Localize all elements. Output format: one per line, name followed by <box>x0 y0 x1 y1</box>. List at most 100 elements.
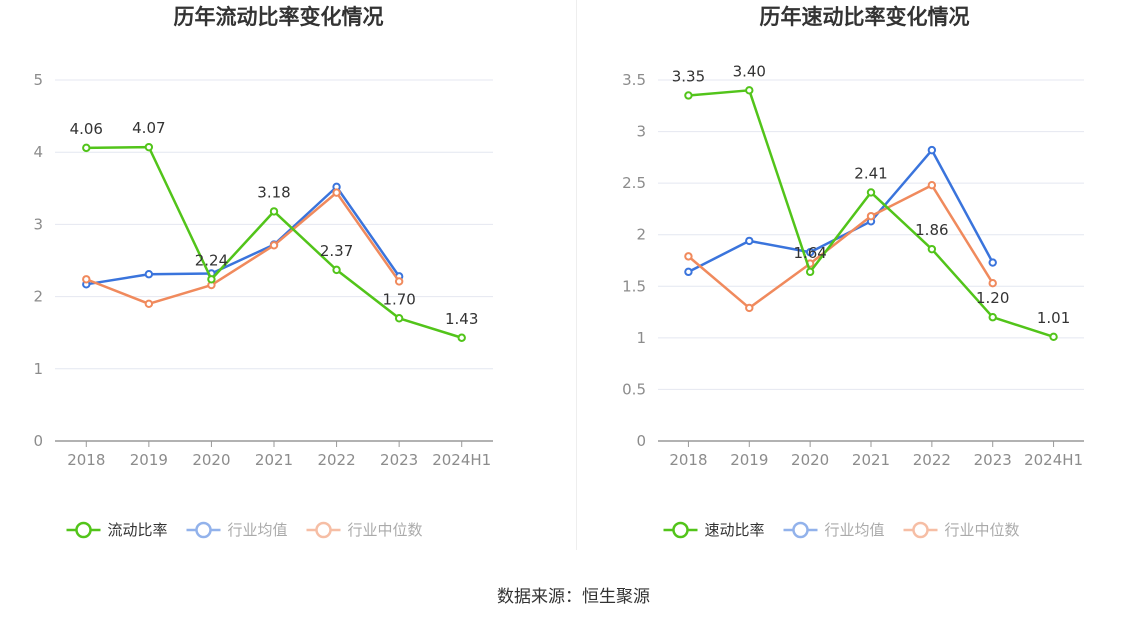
data-label: 1.70 <box>382 290 415 308</box>
data-point-2 <box>394 277 404 286</box>
data-label: 2.24 <box>195 251 228 269</box>
data-label: 4.07 <box>132 119 165 137</box>
x-tick-label: 2023 <box>380 451 418 469</box>
data-point-0 <box>394 314 404 323</box>
data-point-0 <box>269 207 279 216</box>
data-point-2 <box>684 252 693 261</box>
series-line-1 <box>687 148 994 273</box>
legend-label: 速动比率 <box>705 521 765 539</box>
data-point-1 <box>927 145 937 155</box>
y-tick-label: 0 <box>636 432 646 450</box>
y-tick-label: 1 <box>33 360 43 378</box>
chart-title: 历年流动比率变化情况 <box>174 5 384 29</box>
x-tick-label: 2024H1 <box>1024 451 1083 469</box>
data-point-2 <box>82 275 91 284</box>
data-point-0 <box>1049 332 1058 342</box>
data-point-2 <box>332 188 341 197</box>
y-tick-label: 1 <box>636 329 646 347</box>
chart-title: 历年速动比率变化情况 <box>760 5 970 29</box>
data-point-2 <box>927 181 937 190</box>
x-tick-label: 2018 <box>669 451 707 469</box>
data-label: 4.06 <box>70 120 103 138</box>
y-tick-label: 3.5 <box>622 71 646 89</box>
data-point-0 <box>866 188 876 197</box>
data-label: 2.41 <box>854 164 887 182</box>
y-tick-label: 3 <box>33 215 43 233</box>
data-point-0 <box>207 275 216 284</box>
y-tick-label: 3 <box>636 123 646 141</box>
legend-swatch-marker <box>195 521 212 539</box>
data-point-2 <box>988 278 997 288</box>
y-tick-label: 2 <box>33 288 43 306</box>
x-tick-label: 2022 <box>317 451 355 469</box>
x-tick-label: 2018 <box>67 451 105 469</box>
legend-label: 行业中位数 <box>945 521 1020 539</box>
source-note: 数据来源：恒生聚源 <box>497 587 650 607</box>
legend-item-2[interactable]: 行业中位数 <box>306 521 423 539</box>
data-label: 3.18 <box>257 183 290 201</box>
legend-item-2[interactable]: 行业中位数 <box>903 521 1020 539</box>
data-point-2 <box>866 211 876 221</box>
legend-label: 行业均值 <box>228 521 288 539</box>
legend-item-1[interactable]: 行业均值 <box>783 521 885 539</box>
data-point-1 <box>684 267 693 277</box>
x-tick-label: 2024H1 <box>432 451 491 469</box>
data-label: 1.43 <box>445 310 478 328</box>
series-line-1 <box>86 185 401 286</box>
x-tick-label: 2021 <box>852 451 890 469</box>
legend-swatch-marker <box>672 521 689 539</box>
y-tick-label: 5 <box>33 71 43 89</box>
data-point-0 <box>457 333 466 342</box>
data-label: 1.86 <box>915 221 948 239</box>
data-point-0 <box>332 265 341 275</box>
data-point-0 <box>82 143 91 153</box>
legend-swatch-marker <box>75 521 92 539</box>
data-point-0 <box>988 313 997 322</box>
data-point-2 <box>269 241 279 250</box>
data-label: 2.37 <box>320 242 353 260</box>
legend-label: 行业均值 <box>825 521 885 539</box>
data-point-0 <box>805 267 815 277</box>
chart-panel-quick-ratio: 历年速动比率变化情况 0 0.5 1 1.5 2 2.5 3 3.5 2018 2019 2020 20… <box>574 0 1147 560</box>
legend-item-0[interactable]: 流动比率 <box>66 521 168 539</box>
data-label: 3.35 <box>672 67 705 85</box>
data-point-1 <box>805 248 815 257</box>
data-point-1 <box>144 270 154 279</box>
data-point-0 <box>927 244 937 254</box>
chart-svg: 历年速动比率变化情况 0 0.5 1 1.5 2 2.5 3 3.5 2018 2019 2020 20… <box>622 5 1084 539</box>
chart-panel-current-ratio: 历年流动比率变化情况 0 1 2 3 4 5 2018 2019 2020 2021 2022 2023… <box>0 0 573 560</box>
x-tick-label: 2020 <box>791 451 829 469</box>
series-line-2 <box>85 191 401 306</box>
x-tick-label: 2020 <box>192 451 230 469</box>
x-tick-label: 2021 <box>255 451 293 469</box>
legend: 速动比率 行业均值 行业中位数 <box>663 521 1020 539</box>
y-tick-label: 2 <box>636 226 646 244</box>
legend-item-1[interactable]: 行业均值 <box>186 521 288 539</box>
data-point-2 <box>144 299 154 309</box>
legend-item-0[interactable]: 速动比率 <box>663 521 765 539</box>
y-tick-label: 4 <box>33 143 43 161</box>
series-line-2 <box>687 183 994 310</box>
legend-swatch-marker <box>912 521 929 539</box>
legend-label: 流动比率 <box>108 521 168 539</box>
data-label: 1.20 <box>976 289 1009 307</box>
panel-divider <box>576 0 577 550</box>
x-tick-label: 2019 <box>730 451 768 469</box>
x-tick-label: 2019 <box>130 451 168 469</box>
data-label: 3.40 <box>733 62 766 80</box>
data-point-1 <box>745 236 754 246</box>
data-point-0 <box>684 91 693 100</box>
legend-swatch-marker <box>792 521 809 539</box>
data-label: 1.64 <box>793 244 826 262</box>
data-point-0 <box>745 86 754 95</box>
legend: 流动比率 行业均值 行业中位数 <box>66 521 423 539</box>
legend-label: 行业中位数 <box>348 521 423 539</box>
chart-svg: 历年流动比率变化情况 0 1 2 3 4 5 2018 2019 2020 2021 2022 2023… <box>33 5 493 539</box>
data-label: 1.01 <box>1037 309 1070 327</box>
y-tick-label: 2.5 <box>622 174 646 192</box>
data-point-0 <box>144 142 154 152</box>
data-point-2 <box>745 303 754 313</box>
legend-swatch-marker <box>315 521 332 539</box>
x-tick-label: 2022 <box>913 451 951 469</box>
y-tick-label: 1.5 <box>622 277 646 295</box>
